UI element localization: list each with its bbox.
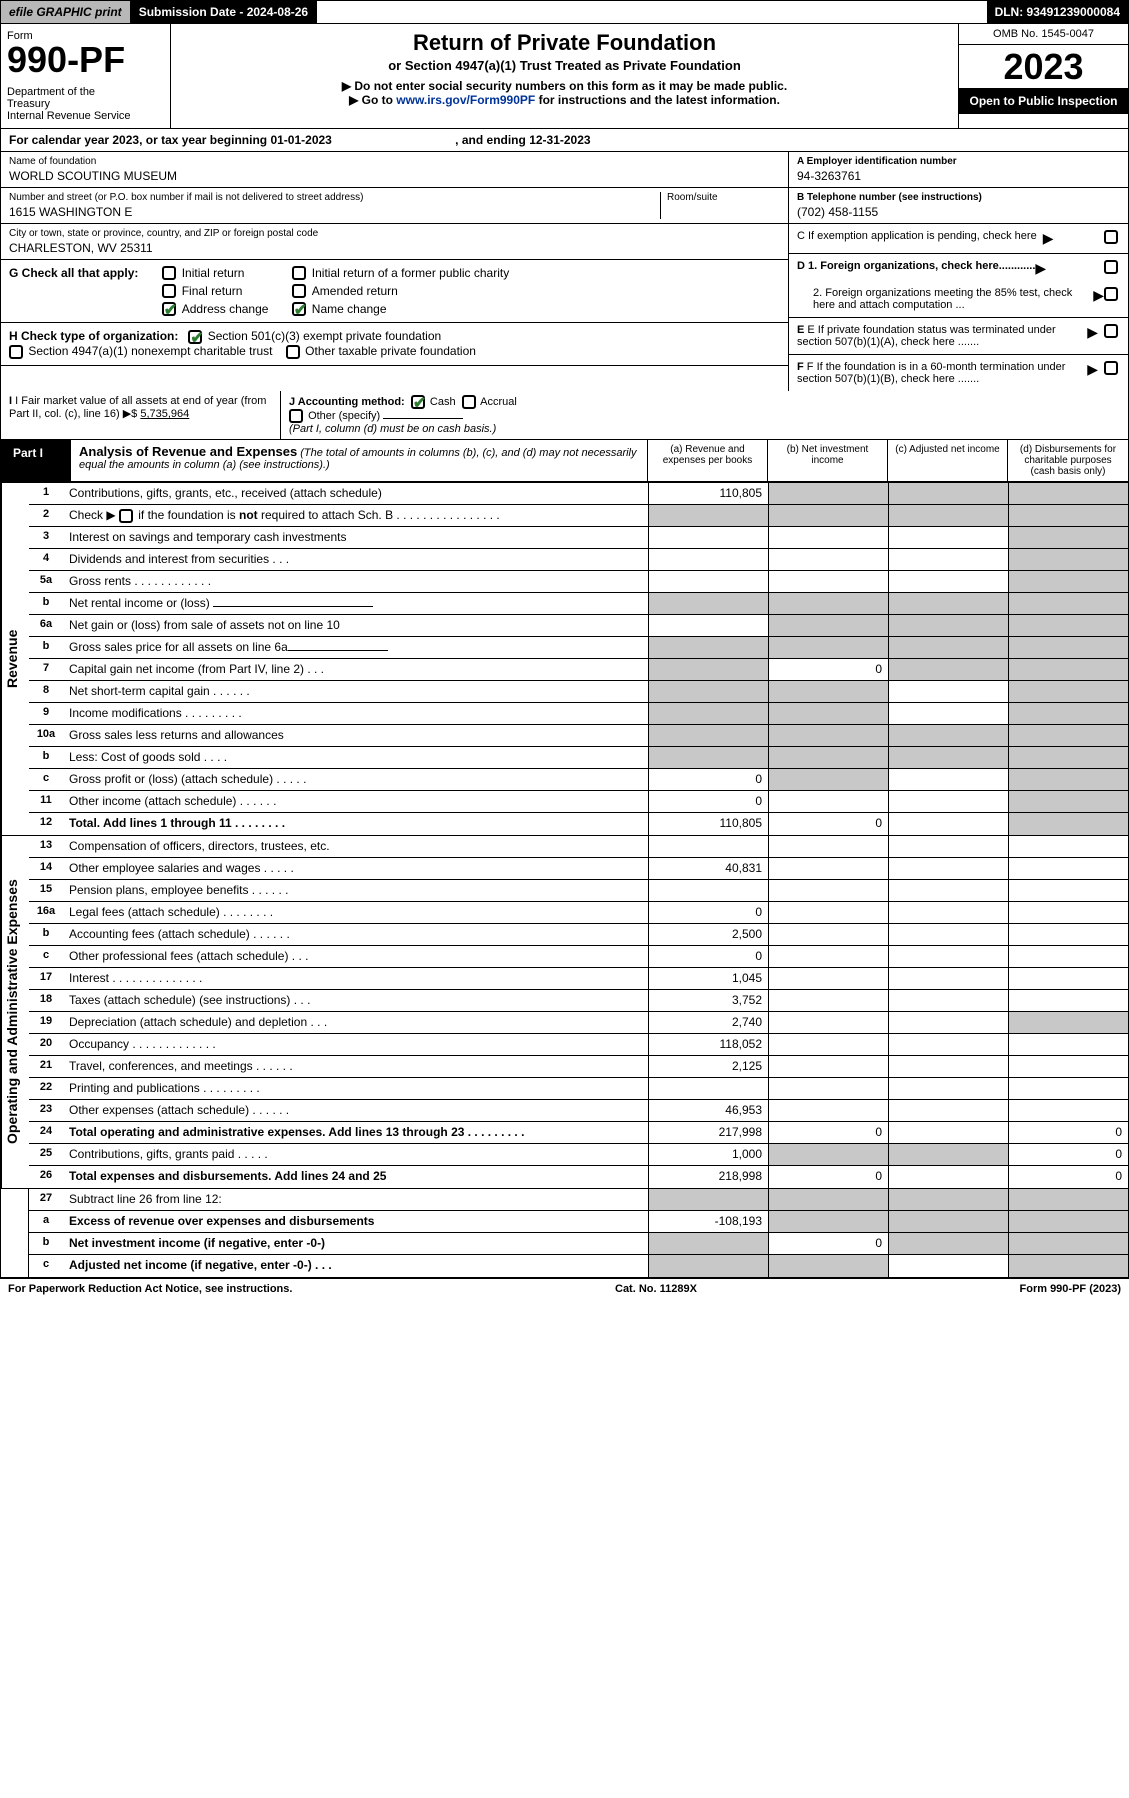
col-d-header: (d) Disbursements for charitable purpose… — [1008, 440, 1128, 481]
entity-info: Name of foundation WORLD SCOUTING MUSEUM… — [0, 152, 1129, 391]
form-number: 990-PF — [7, 42, 164, 78]
form-header: Form 990-PF Department of theTreasuryInt… — [0, 24, 1129, 129]
calendar-year-row: For calendar year 2023, or tax year begi… — [0, 129, 1129, 152]
g-check-row: G Check all that apply: Initial return F… — [1, 260, 788, 323]
street-address: 1615 WASHINGTON E — [9, 205, 660, 219]
note-link: ▶ Go to www.irs.gov/Form990PF for instru… — [181, 93, 948, 107]
d2-label: 2. Foreign organizations meeting the 85%… — [797, 287, 1093, 311]
chk-accrual[interactable] — [462, 395, 476, 409]
part1-title: Analysis of Revenue and Expenses (The to… — [71, 440, 648, 481]
chk-final-return[interactable] — [162, 284, 176, 298]
paperwork-notice: For Paperwork Reduction Act Notice, see … — [8, 1283, 292, 1295]
form-title: Return of Private Foundation — [181, 30, 948, 56]
col-c-header: (c) Adjusted net income — [888, 440, 1008, 481]
department: Department of theTreasuryInternal Revenu… — [7, 86, 164, 122]
city-label: City or town, state or province, country… — [9, 228, 780, 239]
city-state-zip: CHARLESTON, WV 25311 — [9, 241, 780, 255]
chk-cash[interactable] — [411, 395, 425, 409]
expenses-section: Operating and Administrative Expenses 13… — [0, 836, 1129, 1189]
dln: DLN: 93491239000084 — [987, 1, 1128, 23]
chk-d1[interactable] — [1104, 260, 1118, 274]
chk-other-taxable[interactable] — [286, 345, 300, 359]
chk-initial-former[interactable] — [292, 266, 306, 280]
chk-amended[interactable] — [292, 284, 306, 298]
net-section: 27Subtract line 26 from line 12: aExcess… — [0, 1189, 1129, 1279]
c-label: C If exemption application is pending, c… — [797, 230, 1037, 242]
part1-label: Part I — [1, 440, 71, 481]
chk-address-change[interactable] — [162, 302, 176, 316]
chk-name-change[interactable] — [292, 302, 306, 316]
revenue-side-label: Revenue — [1, 483, 29, 835]
topbar: efile GRAPHIC print Submission Date - 20… — [0, 0, 1129, 24]
chk-f[interactable] — [1104, 361, 1118, 375]
addr-label: Number and street (or P.O. box number if… — [9, 192, 660, 203]
open-public-badge: Open to Public Inspection — [959, 88, 1128, 114]
chk-initial-return[interactable] — [162, 266, 176, 280]
ein: 94-3263761 — [797, 169, 1120, 183]
e-label: E E If private foundation status was ter… — [797, 324, 1081, 348]
chk-4947[interactable] — [9, 345, 23, 359]
fmv-value: 5,735,964 — [140, 408, 189, 420]
d1-label: D 1. Foreign organizations, check here..… — [797, 260, 1035, 277]
submission-date: Submission Date - 2024-08-26 — [131, 1, 317, 23]
efile-print-button[interactable]: efile GRAPHIC print — [1, 1, 131, 23]
room-label: Room/suite — [667, 192, 780, 203]
tax-year: 2023 — [959, 45, 1128, 88]
chk-c[interactable] — [1104, 230, 1118, 244]
chk-d2[interactable] — [1104, 287, 1118, 301]
cat-no: Cat. No. 11289X — [615, 1283, 697, 1295]
fmv-accounting-row: I I Fair market value of all assets at e… — [0, 391, 1129, 440]
chk-other-method[interactable] — [289, 409, 303, 423]
name-label: Name of foundation — [9, 156, 780, 167]
expenses-side-label: Operating and Administrative Expenses — [1, 836, 29, 1188]
phone: (702) 458-1155 — [797, 205, 1120, 219]
revenue-section: Revenue 1Contributions, gifts, grants, e… — [0, 483, 1129, 836]
chk-501c3[interactable] — [188, 330, 202, 344]
phone-label: B Telephone number (see instructions) — [797, 192, 1120, 203]
form-subtitle: or Section 4947(a)(1) Trust Treated as P… — [181, 58, 948, 73]
form-ref: Form 990-PF (2023) — [1020, 1283, 1122, 1295]
foundation-name: WORLD SCOUTING MUSEUM — [9, 169, 780, 183]
col-a-header: (a) Revenue and expenses per books — [648, 440, 768, 481]
h-check-row: H Check type of organization: Section 50… — [1, 323, 788, 366]
chk-e[interactable] — [1104, 324, 1118, 338]
col-b-header: (b) Net investment income — [768, 440, 888, 481]
page-footer: For Paperwork Reduction Act Notice, see … — [0, 1279, 1129, 1299]
note-ssn: ▶ Do not enter social security numbers o… — [181, 79, 948, 93]
irs-link[interactable]: www.irs.gov/Form990PF — [396, 93, 535, 107]
ein-label: A Employer identification number — [797, 156, 1120, 167]
chk-sch-b[interactable] — [119, 509, 133, 523]
f-label: F F If the foundation is in a 60-month t… — [797, 361, 1081, 385]
omb-number: OMB No. 1545-0047 — [959, 24, 1128, 45]
